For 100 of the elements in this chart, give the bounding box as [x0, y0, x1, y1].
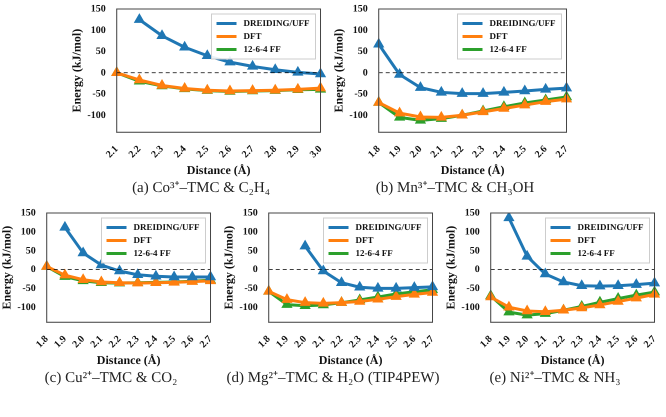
y-tick-label: -100 [349, 110, 368, 121]
x-tick-label: 3.0 [308, 144, 324, 160]
y-tick-label: -50 [92, 88, 106, 100]
y-axis-title: Energy (kJ/mol) [443, 226, 458, 310]
x-tick-label: 2.0 [408, 144, 424, 160]
x-tick-label: 2.4 [491, 144, 508, 160]
x-tick-label: 2.1 [310, 334, 328, 350]
x-tick-label: 2.7 [198, 334, 214, 350]
x-tick-label: 2.3 [125, 334, 142, 350]
legend-label: 12-6-4 FF [490, 44, 528, 54]
y-tick-label: 0 [362, 67, 368, 78]
x-tick-label: 2.0 [70, 334, 88, 350]
legend-label: 12-6-4 FF [356, 248, 394, 258]
y-tick-label: 150 [90, 4, 106, 15]
legend-label: DFT [356, 234, 374, 245]
x-tick-label: 2.3 [569, 334, 586, 350]
legend-label: DFT [134, 234, 152, 245]
x-tick-label: 2.4 [365, 334, 382, 350]
legend-label: DFT [244, 30, 262, 41]
text: (d) Mg²⁺–TMC & H₂O (TIP4PEW) [225, 370, 441, 387]
text: (a) Co³⁺–TMC & C₂H₄ [131, 180, 271, 197]
x-axis-title: Distance (Å) [96, 352, 160, 367]
legend-label: 12-6-4 FF [244, 44, 282, 54]
x-tick-label: 2.2 [328, 334, 346, 350]
legend-label: DFT [490, 30, 508, 41]
y-tick-label: -50 [466, 282, 480, 294]
y-tick-label: 50 [470, 245, 480, 256]
x-tick-label: 2.4 [587, 334, 604, 350]
x-tick-label: 2.4 [143, 334, 160, 350]
x-tick-label: 2.7 [240, 144, 257, 160]
x-tick-label: 1.9 [496, 334, 513, 350]
y-tick-label: 100 [242, 226, 258, 238]
y-tick-label: -100 [87, 110, 106, 121]
text: (c) Cu²⁺–TMC & CO₂ [44, 370, 178, 387]
y-tick-label: 0 [252, 264, 258, 276]
y-tick-label: 0 [30, 264, 36, 276]
x-tick-label: 2.2 [450, 144, 466, 160]
x-axis-title: Distance (Å) [318, 352, 382, 367]
x-tick-label: 1.8 [366, 144, 383, 160]
x-tick-label: 2.3 [347, 334, 364, 350]
x-tick-label: 2.6 [532, 144, 550, 160]
x-tick-label: 2.5 [605, 334, 622, 350]
legend-label: DREIDING/UFF [490, 18, 556, 28]
y-tick-label: 150 [352, 4, 368, 15]
x-tick-label: 1.9 [52, 334, 69, 350]
x-tick-label: 1.9 [386, 144, 404, 160]
x-tick-label: 2.1 [88, 334, 106, 350]
text: (e) Ni²⁺–TMC & NH₃ [488, 370, 622, 387]
x-tick-label: 1.8 [34, 334, 51, 350]
y-tick-label: 150 [464, 208, 480, 219]
y-tick-label: -50 [22, 282, 36, 294]
y-tick-label: 100 [20, 226, 36, 238]
y-axis-title: Energy (kJ/mol) [221, 226, 236, 310]
x-tick-label: 2.0 [292, 334, 310, 350]
x-tick-label: 2.6 [624, 334, 640, 350]
x-tick-label: 1.9 [274, 334, 291, 350]
x-tick-label: 2.0 [514, 334, 532, 350]
x-tick-label: 2.2 [106, 334, 124, 350]
x-tick-label: 1.8 [256, 334, 273, 350]
y-tick-label: 100 [90, 24, 106, 36]
x-tick-label: 2.4 [172, 144, 189, 160]
x-tick-label: 2.5 [161, 334, 178, 350]
x-tick-label: 2.2 [126, 144, 144, 160]
y-tick-label: -50 [354, 88, 368, 100]
y-tick-label: -100 [239, 302, 258, 313]
x-axis-title: Distance (Å) [440, 162, 504, 177]
legend-label: DREIDING/UFF [134, 222, 200, 232]
y-tick-label: 50 [96, 46, 106, 58]
legend-label: 12-6-4 FF [134, 248, 172, 258]
x-tick-label: 2.2 [550, 334, 568, 350]
x-tick-label: 2.5 [512, 144, 529, 160]
y-tick-label: -100 [17, 302, 36, 313]
x-tick-label: 2.5 [194, 144, 212, 160]
y-tick-label: -100 [461, 302, 480, 313]
x-tick-label: 1.8 [478, 334, 495, 350]
legend-label: DREIDING/UFF [356, 222, 422, 232]
x-tick-label: 2.7 [420, 334, 436, 350]
x-tick-label: 2.8 [262, 144, 280, 160]
y-tick-label: 100 [464, 226, 480, 238]
x-tick-label: 2.9 [285, 144, 302, 160]
x-axis-title: Distance (Å) [186, 162, 250, 177]
x-tick-label: 2.7 [554, 144, 570, 160]
legend-label: DFT [578, 234, 596, 245]
x-tick-label: 2.5 [383, 334, 400, 350]
legend-label: DREIDING/UFF [244, 18, 310, 28]
y-axis-title: Energy (kJ/mol) [69, 28, 84, 112]
y-tick-label: 0 [100, 67, 106, 78]
x-tick-label: 2.6 [402, 334, 418, 350]
text: (b) Mn³⁺–TMC & CH₃OH [374, 180, 536, 197]
x-axis-title: Distance (Å) [540, 352, 604, 367]
y-axis-title: Energy (kJ/mol) [0, 226, 14, 310]
x-tick-label: 2.3 [470, 144, 487, 160]
x-tick-label: 2.6 [217, 144, 234, 160]
x-tick-label: 2.6 [180, 334, 196, 350]
y-tick-label: 50 [358, 46, 368, 58]
y-axis-title: Energy (kJ/mol) [331, 28, 346, 112]
y-tick-label: 50 [26, 245, 36, 256]
y-tick-label: -50 [244, 282, 258, 294]
y-tick-label: 0 [474, 264, 480, 276]
y-tick-label: 150 [20, 208, 36, 219]
